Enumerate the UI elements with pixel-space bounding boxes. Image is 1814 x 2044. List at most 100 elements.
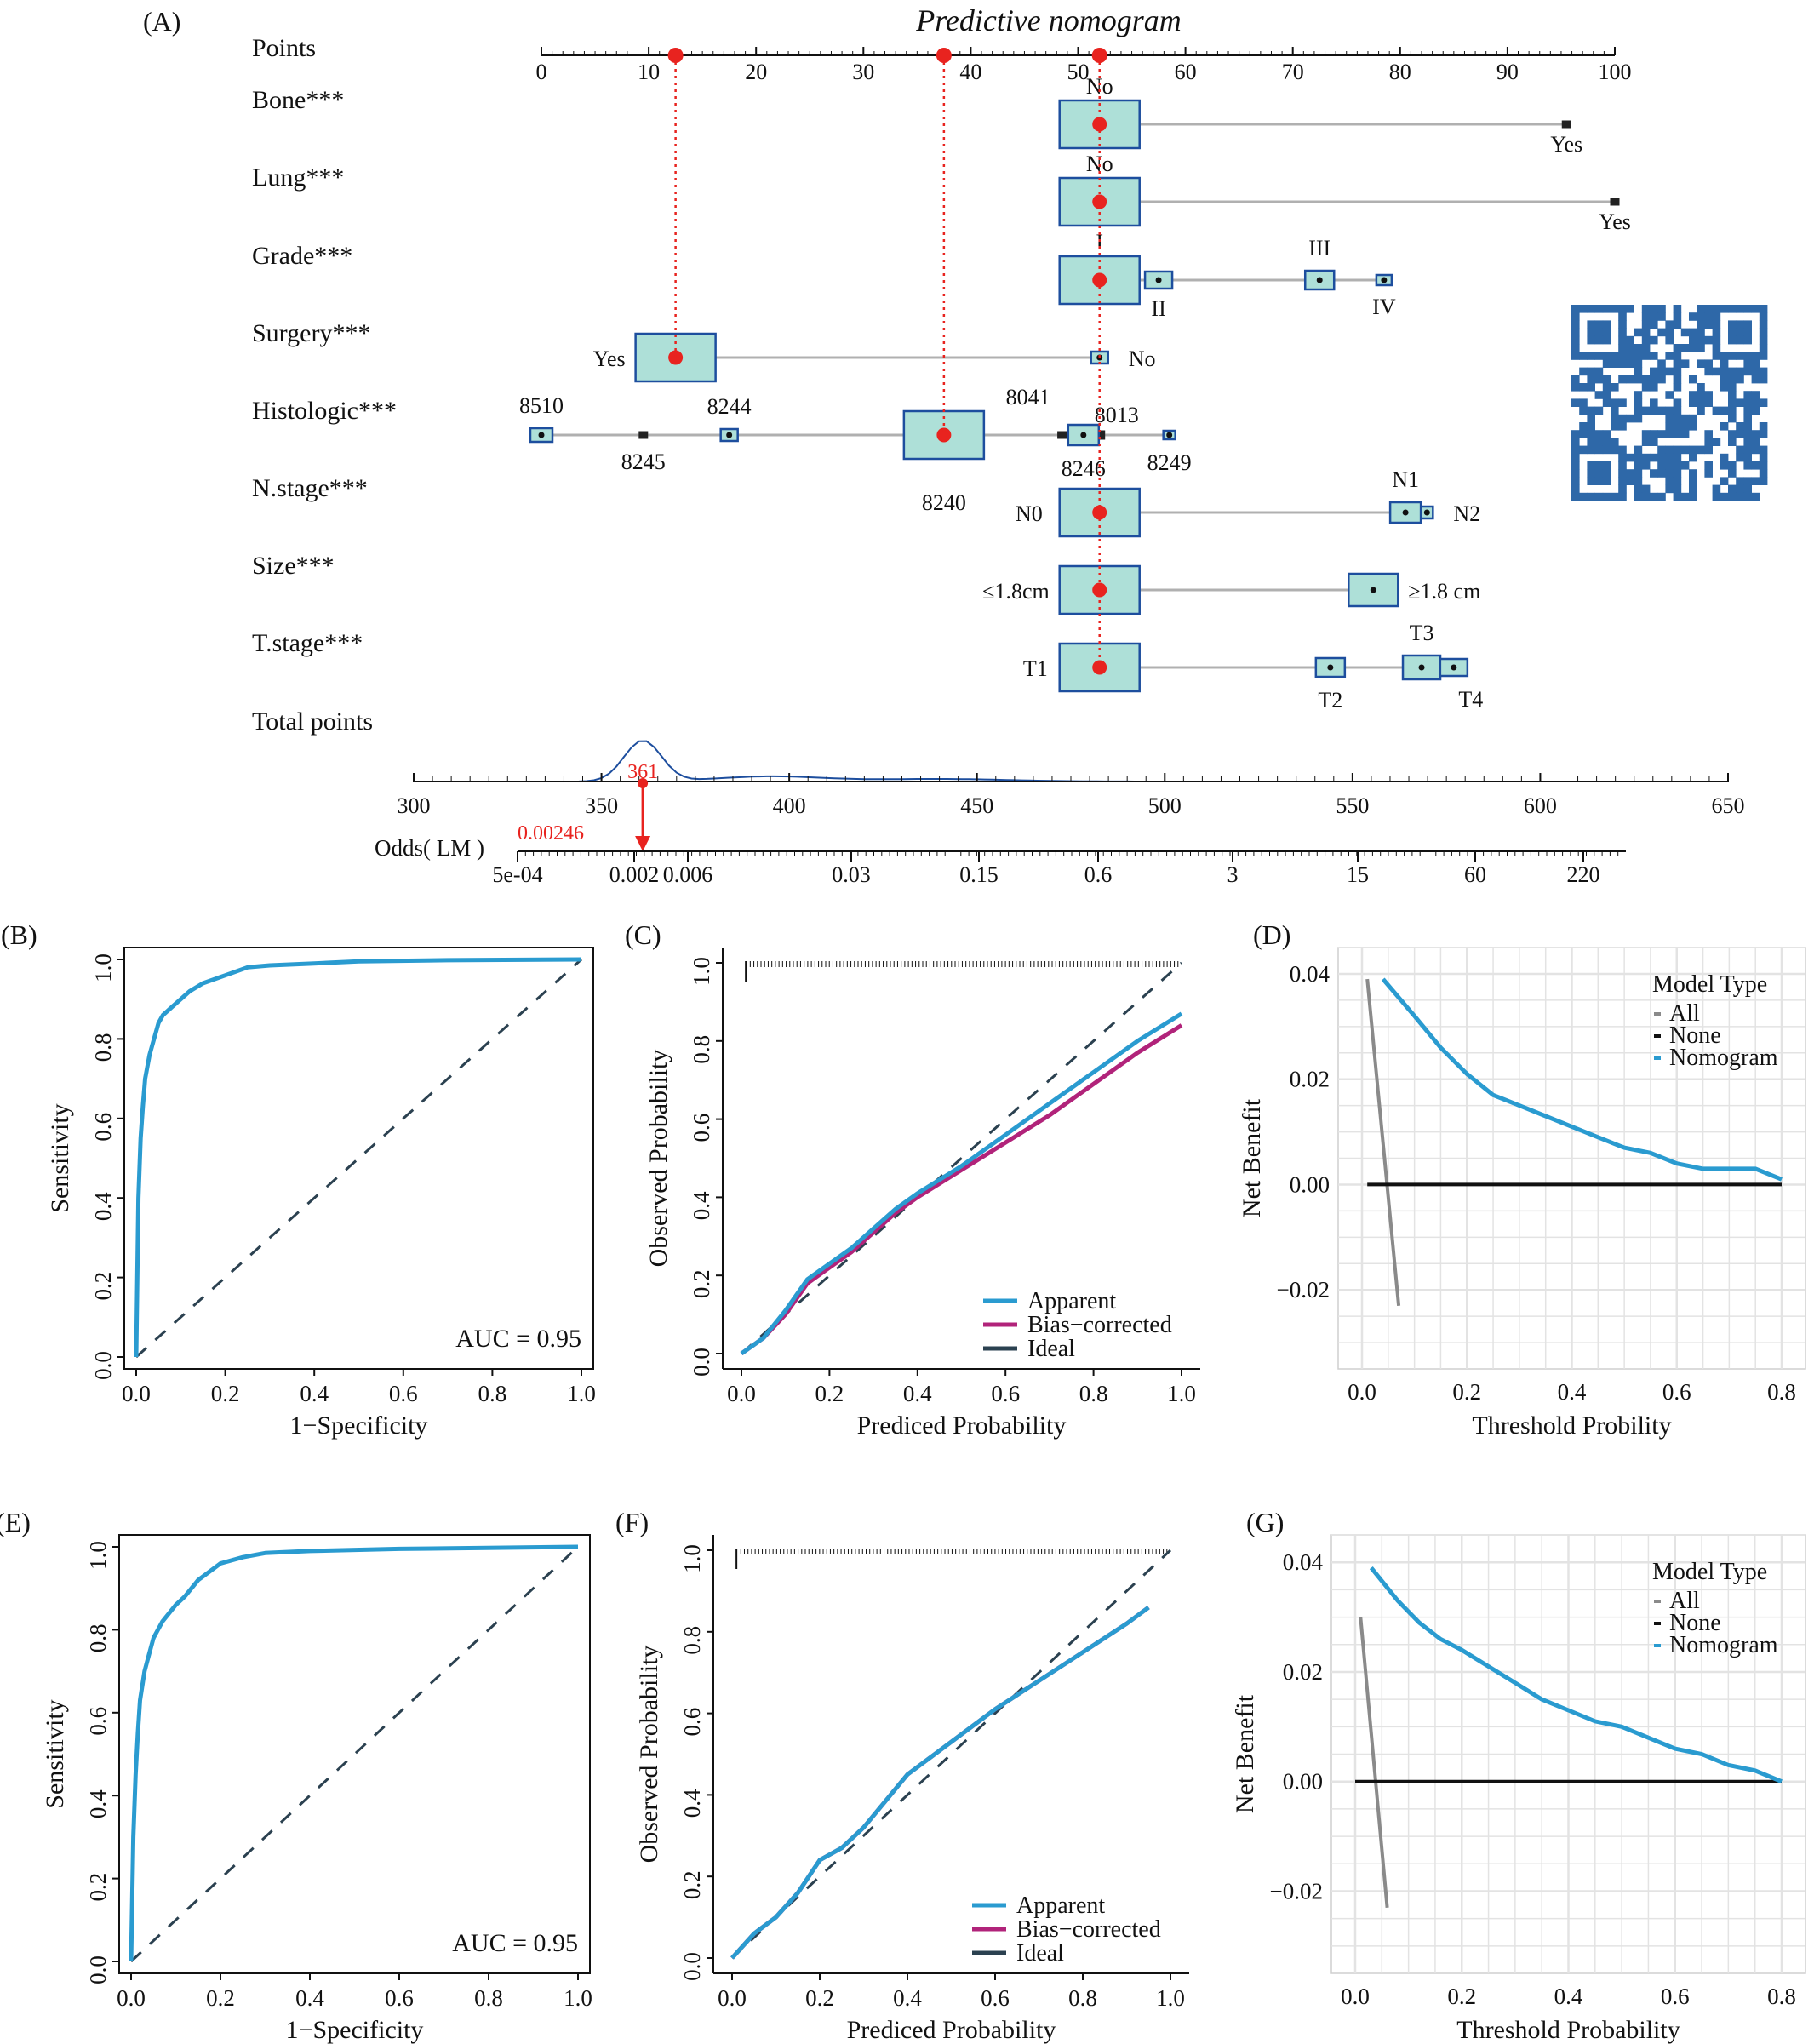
y-tick-label: 0.04 <box>1290 961 1330 987</box>
points-axis-marker <box>1091 48 1107 63</box>
qr-module <box>1587 335 1595 345</box>
qr-module <box>1641 492 1651 501</box>
decision-curve-panel-g: (G) 0.0 0.2 0.4 0.6 0.8 −0.02 0.00 0.02 0.04 Thres… <box>1231 1507 1806 2044</box>
auc-annotation: AUC = 0.95 <box>452 1929 578 1957</box>
qr-module <box>1587 367 1595 376</box>
y-tick-label: 1.0 <box>90 953 116 982</box>
x-tick-label: 0.4 <box>300 1381 329 1406</box>
variable-label: Bone*** <box>252 86 344 114</box>
level-label: III <box>1308 236 1330 261</box>
points-tick-label: 50 <box>1067 60 1090 84</box>
qr-module <box>1728 305 1737 313</box>
x-tick-label: 1.0 <box>564 1985 592 2011</box>
legend-label: None <box>1669 1610 1721 1636</box>
qr-module <box>1759 335 1768 345</box>
odds-tick-label: 3 <box>1227 862 1239 887</box>
y-axis-label: Observed Probability <box>644 1050 672 1268</box>
qr-module <box>1618 398 1627 407</box>
panel-label: (G) <box>1246 1507 1284 1537</box>
y-tick-label: −0.02 <box>1270 1878 1323 1904</box>
qr-module <box>1759 328 1768 337</box>
qr-module <box>1611 359 1619 368</box>
level-dot <box>1423 509 1430 516</box>
bias-corrected-curve <box>740 1023 1183 1356</box>
qr-module <box>1611 492 1619 501</box>
panel-label: (D) <box>1253 919 1290 950</box>
total-tick-label: 300 <box>398 793 431 818</box>
roc-panel-b: (B) 0.00.0 0.2 0.2 0.4 0.4 0.6 0.6 0.8 0.8 1.0 1.0 1… <box>1 919 596 1440</box>
total-tick-label: 600 <box>1524 793 1557 818</box>
y-tick-label: 0.8 <box>689 1035 714 1064</box>
qr-module <box>1728 484 1737 494</box>
qr-module <box>1751 375 1760 384</box>
qr-module <box>1665 445 1674 455</box>
x-tick-label: 0.2 <box>1447 1984 1476 2009</box>
panel-label: (B) <box>1 919 37 950</box>
qr-module <box>1743 422 1752 431</box>
qr-module <box>1751 430 1760 438</box>
auc-annotation: AUC = 0.95 <box>455 1325 581 1353</box>
level-label: ≤1.8cm <box>982 579 1050 604</box>
level-dot <box>1327 664 1334 671</box>
qr-module <box>1657 461 1666 470</box>
qr-module <box>1689 398 1697 407</box>
qr-module <box>1650 438 1658 446</box>
qr-module <box>1571 484 1580 494</box>
qr-module <box>1728 492 1737 501</box>
qr-module <box>1634 406 1643 415</box>
y-tick-label: 0.02 <box>1283 1659 1323 1685</box>
series-all-line <box>1359 1617 1389 1908</box>
qr-module <box>1743 391 1752 399</box>
qr-module <box>1720 367 1729 376</box>
qr-module <box>1641 312 1651 321</box>
qr-module <box>1743 367 1752 376</box>
qr-module <box>1743 484 1752 494</box>
qr-module <box>1650 367 1658 376</box>
x-tick-label: 0.4 <box>903 1381 932 1406</box>
qr-module <box>1618 375 1627 384</box>
qr-module <box>1579 492 1588 501</box>
qr-module <box>1571 477 1580 485</box>
qr-module <box>1665 461 1674 470</box>
qr-module <box>1587 352 1595 360</box>
qr-module <box>1689 453 1697 462</box>
qr-module <box>1665 352 1674 360</box>
x-tick-label: 0.4 <box>1558 1379 1587 1405</box>
reference-diagonal <box>129 1545 580 1963</box>
qr-module <box>1571 320 1580 329</box>
qr-module <box>1641 430 1651 438</box>
qr-module <box>1579 430 1588 438</box>
qr-module <box>1697 305 1705 313</box>
qr-module <box>1743 328 1752 337</box>
qr-module <box>1634 391 1643 399</box>
qr-module <box>1704 359 1713 368</box>
variable-label: Histologic*** <box>252 397 397 425</box>
qr-module <box>1712 367 1721 376</box>
points-tick-label: 30 <box>852 60 874 84</box>
x-tick-label: 1.0 <box>1156 1985 1185 2011</box>
qr-module <box>1680 492 1690 501</box>
legend-label: Ideal <box>1016 1940 1064 1967</box>
qr-module <box>1697 328 1705 337</box>
qr-module <box>1650 469 1658 478</box>
y-tick-label: −0.02 <box>1277 1277 1330 1303</box>
qr-module <box>1594 492 1604 501</box>
y-tick-label: 0.6 <box>90 1113 116 1142</box>
level-label: Yes <box>593 346 626 371</box>
x-tick-label: 1.0 <box>567 1381 596 1406</box>
qr-module <box>1728 469 1737 478</box>
points-tick-label: 90 <box>1496 60 1519 84</box>
qr-module <box>1680 328 1690 337</box>
qr-module <box>1680 344 1690 352</box>
qr-module <box>1697 406 1705 415</box>
qr-module <box>1571 344 1580 352</box>
qr-module <box>1728 352 1737 360</box>
x-tick-label: 1.0 <box>1167 1381 1196 1406</box>
qr-module <box>1618 328 1627 337</box>
points-label: Points <box>252 34 316 62</box>
level-label: 8510 <box>519 393 564 418</box>
qr-module <box>1626 477 1634 485</box>
qr-module <box>1689 492 1697 501</box>
y-tick-label: 0.0 <box>90 1351 116 1380</box>
qr-module <box>1641 375 1651 384</box>
